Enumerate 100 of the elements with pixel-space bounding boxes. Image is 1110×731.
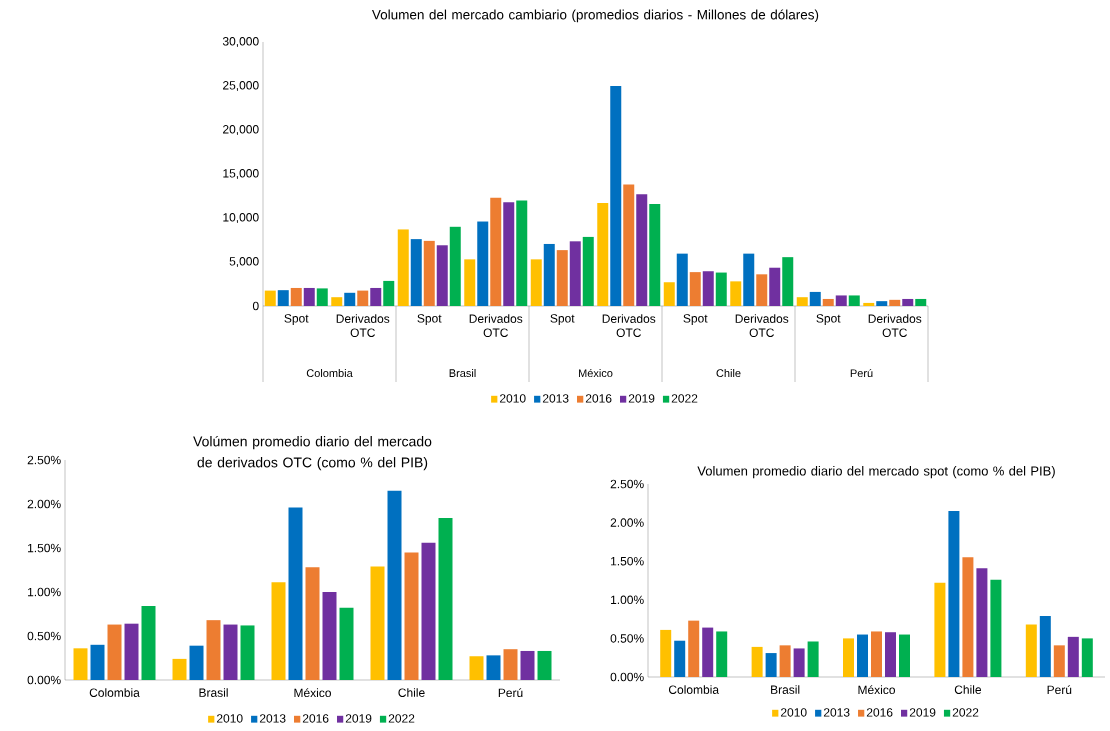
bar <box>90 644 105 680</box>
bar <box>223 624 238 680</box>
bar <box>404 552 419 680</box>
bar <box>569 241 581 306</box>
bar <box>438 518 453 680</box>
x-tick-label: Derivados OTC <box>469 314 523 337</box>
bar <box>449 226 461 306</box>
bar <box>610 86 622 306</box>
bar <box>124 623 139 680</box>
bar <box>962 557 974 677</box>
bar <box>649 203 661 306</box>
legend-label: 2019 <box>628 394 655 403</box>
bar <box>520 650 535 680</box>
y-tick-label: 1.00% <box>611 595 644 605</box>
bar <box>322 592 337 680</box>
bar <box>543 243 555 306</box>
x-tick-label: Spot <box>284 314 309 325</box>
x-tick-label: Derivados OTC <box>735 314 789 337</box>
y-tick-label: 1.00% <box>28 587 61 597</box>
bar <box>660 629 672 677</box>
bar <box>582 236 594 306</box>
x-tick-label: Chile <box>398 688 425 697</box>
bar <box>948 511 960 677</box>
bar <box>344 292 356 306</box>
y-tick-label: 30,000 <box>222 37 259 47</box>
y-tick-label: 2.50% <box>610 479 644 489</box>
bar <box>172 658 187 680</box>
bar <box>796 297 808 306</box>
x-tick-label: Derivados OTC <box>868 314 922 337</box>
bar <box>556 250 568 306</box>
chart-title: Volúmen promedio diario del mercado de derivados OTC (como % del PIB) <box>193 435 432 471</box>
y-tick-label: 0.50% <box>610 634 644 643</box>
bar <box>688 620 700 677</box>
bar <box>370 287 382 306</box>
bar <box>1039 616 1051 677</box>
x-tick-label: Derivados OTC <box>602 314 656 337</box>
x-tick-label: Brasil <box>199 688 228 697</box>
bar <box>885 632 897 677</box>
bar <box>264 290 276 306</box>
bar <box>743 253 755 306</box>
x-tick-label: Perú <box>498 688 523 698</box>
bar <box>1081 638 1093 677</box>
bar <box>779 645 791 677</box>
legend-label: 2016 <box>866 708 893 717</box>
bar <box>370 566 385 680</box>
bar <box>765 653 777 677</box>
bar <box>1067 636 1079 677</box>
y-tick-label: 1.50% <box>28 543 61 553</box>
legend-label: 2016 <box>302 714 329 723</box>
bar <box>277 290 289 306</box>
bar <box>663 282 675 306</box>
y-tick-label: 10,000 <box>223 213 259 223</box>
bar <box>857 634 869 677</box>
bar <box>290 287 302 306</box>
bar <box>331 297 343 306</box>
legend-label: 2013 <box>823 708 850 717</box>
y-tick-label: 0.50% <box>27 631 61 641</box>
y-tick-label: 5,000 <box>229 257 259 267</box>
x-tick-label: Spot <box>417 314 442 325</box>
bar <box>288 507 303 680</box>
bar <box>835 295 847 306</box>
x-tick-label: Brasil <box>771 685 800 694</box>
legend-label: 2022 <box>388 714 415 723</box>
bar <box>990 579 1002 677</box>
legend-label: 2010 <box>499 394 526 403</box>
legend-label: 2010 <box>216 714 243 723</box>
bar <box>889 299 901 306</box>
bar <box>915 298 927 306</box>
bar <box>397 229 409 306</box>
text: Colombia <box>306 368 353 378</box>
text: Perú <box>850 368 873 378</box>
x-tick-label: Spot <box>550 314 575 325</box>
bar <box>809 291 821 306</box>
bar <box>1025 624 1037 677</box>
bar <box>469 656 484 680</box>
x-tick-label: Chile <box>954 685 982 694</box>
bar <box>410 239 422 306</box>
bar <box>871 631 883 677</box>
y-tick-label: 20,000 <box>223 125 259 135</box>
bar <box>716 631 728 677</box>
bar <box>674 640 686 677</box>
bar <box>730 281 742 306</box>
bar <box>141 606 156 680</box>
bar <box>537 650 552 680</box>
legend-label: 2022 <box>671 394 698 403</box>
bar <box>490 197 502 306</box>
bar <box>464 259 476 306</box>
y-tick-label: 0.00% <box>27 675 61 685</box>
y-tick-label: 2.50% <box>27 455 61 465</box>
bar <box>305 567 320 680</box>
bar <box>848 295 860 306</box>
y-tick-label: 25,000 <box>223 81 259 91</box>
bar <box>477 221 489 306</box>
y-tick-label: 1.50% <box>611 556 644 566</box>
bar <box>899 634 911 677</box>
bar <box>676 253 688 306</box>
bar <box>876 301 888 306</box>
x-tick-label: Spot <box>816 314 841 325</box>
bar <box>303 287 315 306</box>
bar <box>383 280 395 306</box>
